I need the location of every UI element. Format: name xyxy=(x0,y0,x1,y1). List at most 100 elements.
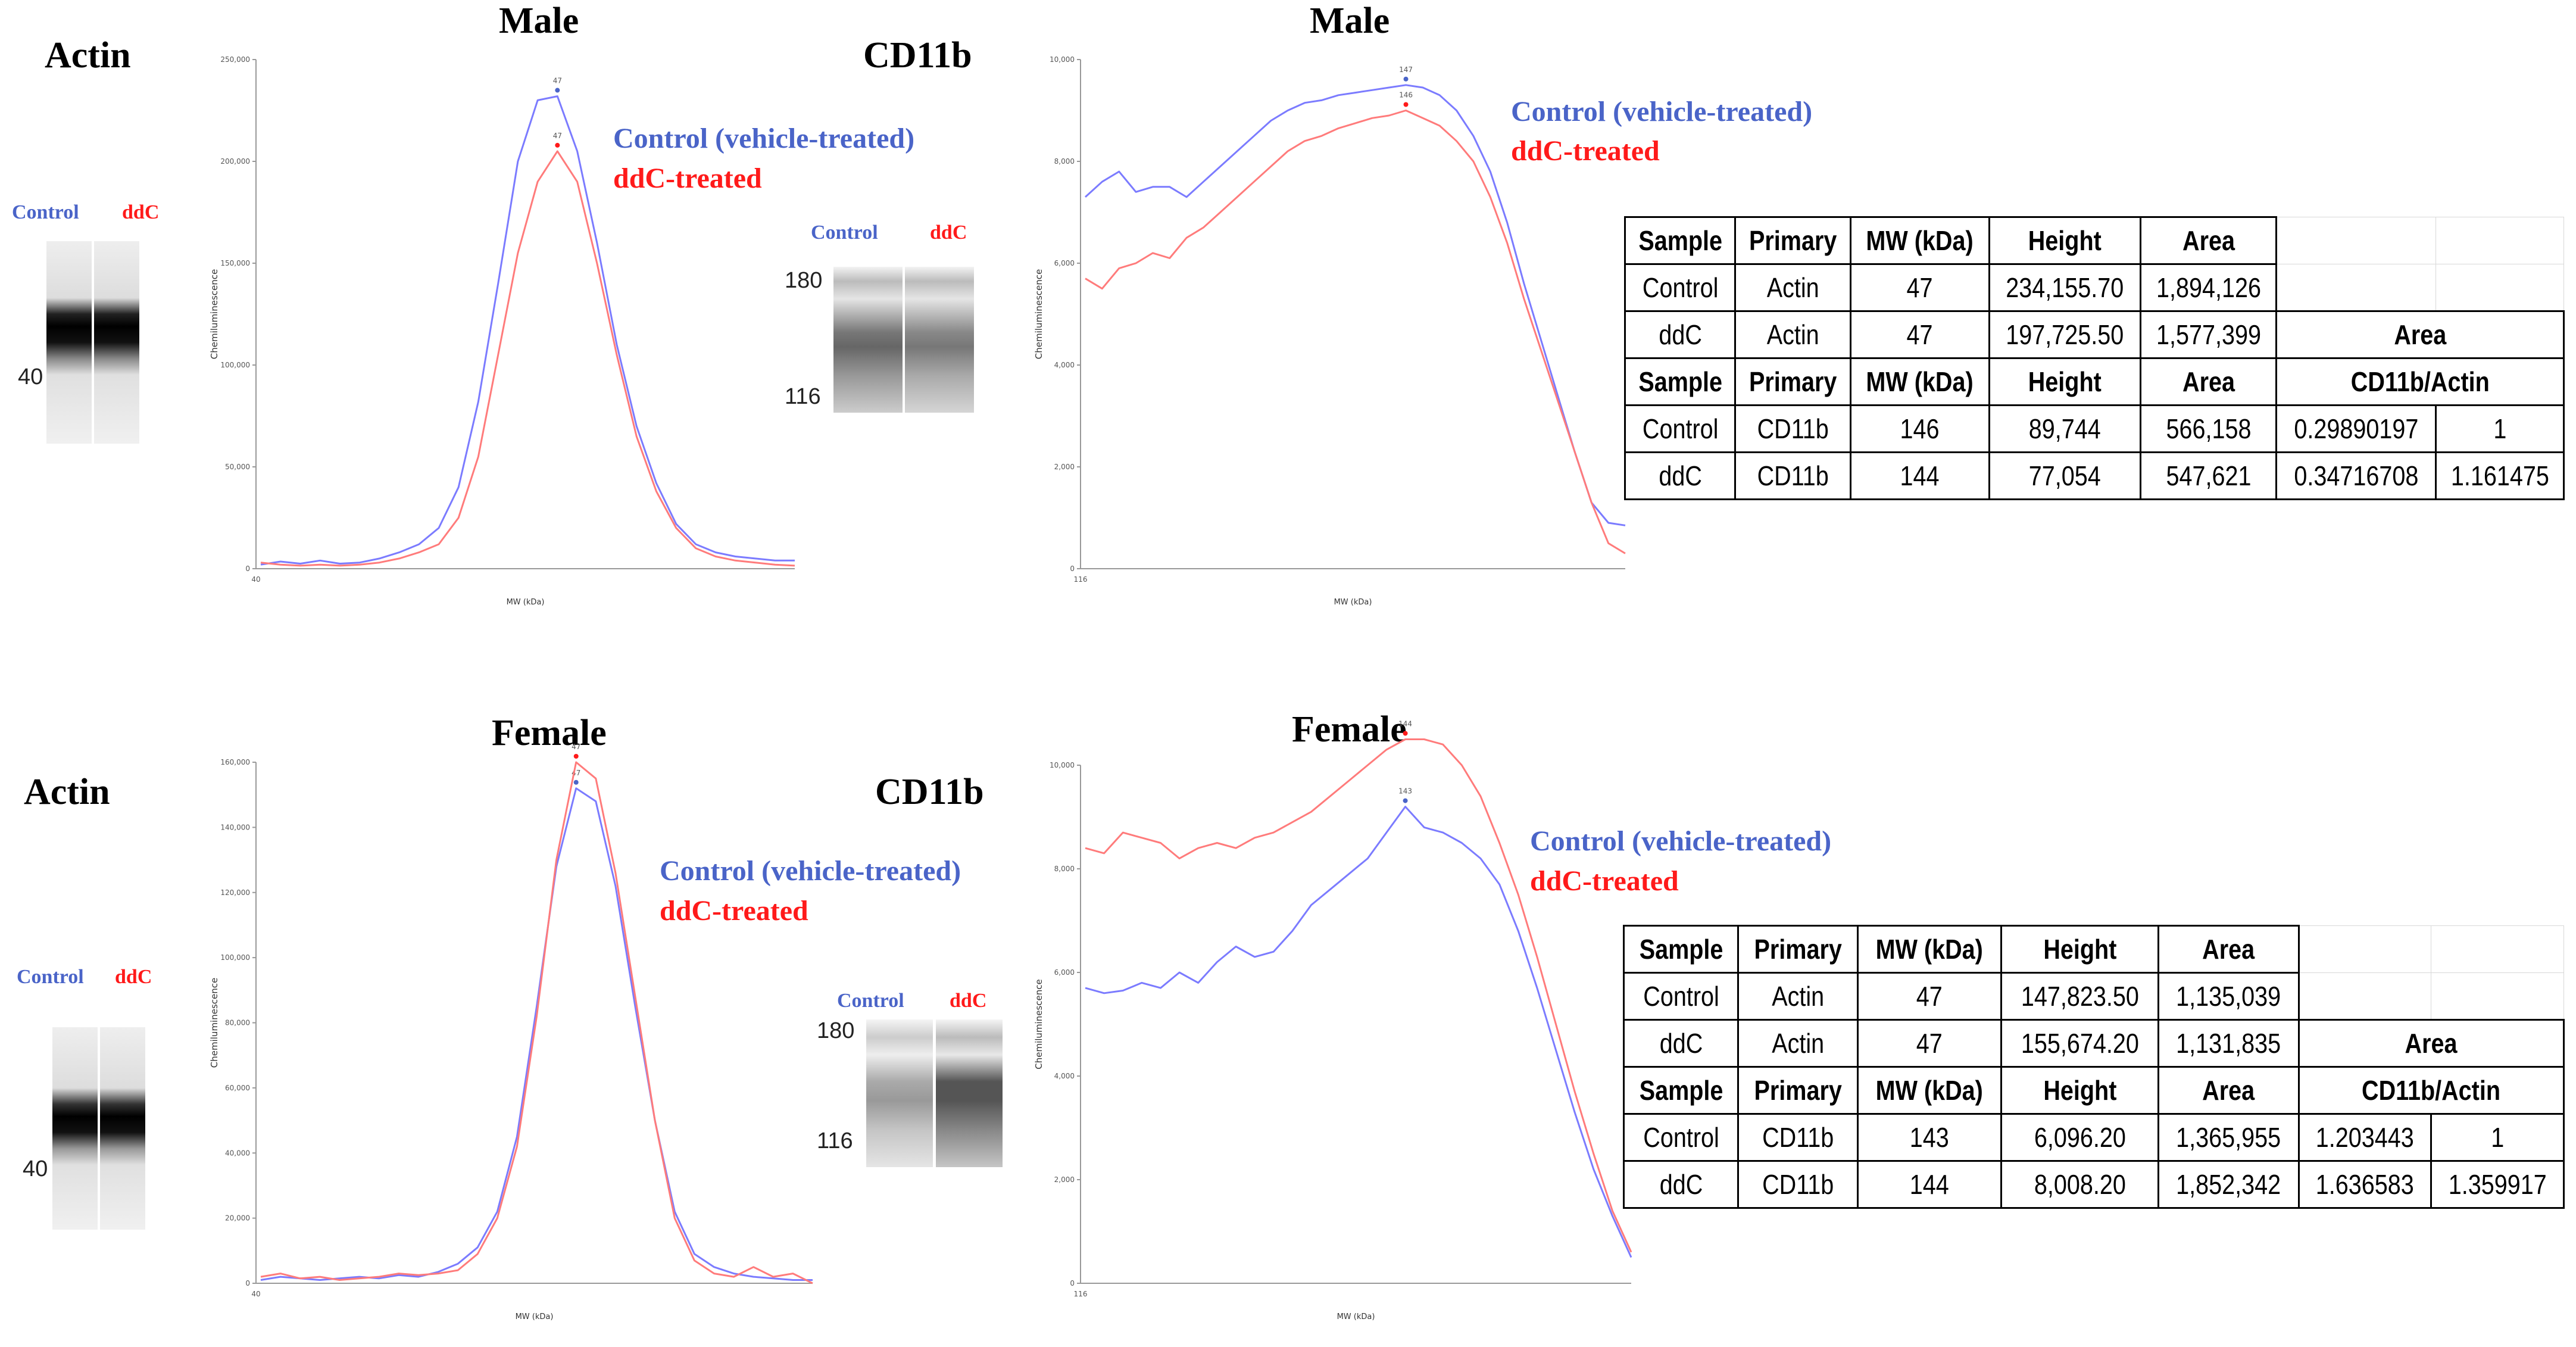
male-cd11b-label: CD11b xyxy=(863,35,972,76)
mw-marker-top: 180 xyxy=(817,1018,855,1043)
header-cell: Sample xyxy=(1631,1066,1731,1115)
cell: ddC xyxy=(1632,310,1729,359)
male-cd11b-chart: 0 2,000 4,000 6,000 8,000 10,000 116 MW (kDa) Ch… xyxy=(1033,55,1626,607)
x-axis-label: MW (kDa) xyxy=(1334,598,1372,607)
empty-cell xyxy=(2444,217,2555,264)
female-actin-blot-ddc-label: ddC xyxy=(115,966,152,988)
y-tick-label: 10,000 xyxy=(1050,761,1075,769)
x-tick-label: 116 xyxy=(1074,575,1088,584)
y-tick-label: 0 xyxy=(1070,1279,1075,1287)
series-line-ddc xyxy=(1085,110,1626,554)
cell: Actin xyxy=(1746,1019,1850,1068)
x-axis-label: MW (kDa) xyxy=(516,1312,554,1321)
blot-lane-ddc xyxy=(94,241,139,444)
table-header-row: Sample Primary MW (kDa) Height Area xyxy=(1625,216,2564,265)
header-cell: MW (kDa) xyxy=(1866,1066,1992,1115)
y-tick-label: 140,000 xyxy=(220,823,250,831)
header-cell: Area xyxy=(2149,357,2268,406)
empty-cell xyxy=(2287,217,2425,264)
cell: 1 xyxy=(2440,1113,2556,1162)
header-cell: Height xyxy=(1999,216,2131,265)
ratio-title-cell: Area xyxy=(2316,1019,2546,1068)
blot-lane-control xyxy=(866,1019,933,1167)
y-axis-label: Chemiluminescence xyxy=(1033,269,1044,359)
header-cell: Sample xyxy=(1632,216,1729,265)
peak-marker xyxy=(555,88,560,93)
y-tick-label: 80,000 xyxy=(225,1019,250,1027)
cell: 1,894,126 xyxy=(2149,263,2268,312)
female-cd11b-blot-control-label: Control xyxy=(837,990,904,1012)
cell: 1,852,342 xyxy=(2167,1160,2290,1209)
cell: Control xyxy=(1632,263,1729,312)
y-tick-label: 120,000 xyxy=(220,888,250,897)
table-row: ddC CD11b 144 8,008.20 1,852,342 1.63658… xyxy=(1624,1160,2564,1209)
table-header-row: Sample Primary MW (kDa) Height Area xyxy=(1624,925,2564,974)
cell: 1,135,039 xyxy=(2167,972,2290,1021)
male-actin-title: Male xyxy=(499,1,579,41)
empty-cell xyxy=(2308,925,2422,973)
cell: 6,096.20 xyxy=(2011,1113,2149,1162)
male-actin-label: Actin xyxy=(45,35,131,76)
series-line-control xyxy=(260,95,795,566)
cell: 146 xyxy=(1859,404,1981,453)
cell: CD11b xyxy=(1746,1160,1850,1209)
cell: ddC xyxy=(1631,1160,1731,1209)
peak-label: 47 xyxy=(572,743,580,751)
table-row: ddC Actin 47 197,725.50 1,577,399 Area xyxy=(1625,310,2564,359)
empty-cell xyxy=(2444,264,2555,311)
mw-marker-bottom: 116 xyxy=(785,384,821,409)
x-axis-label: MW (kDa) xyxy=(1337,1312,1375,1321)
header-cell: Height xyxy=(2011,1066,2149,1115)
header-cell: Primary xyxy=(1746,1066,1850,1115)
y-tick-label: 100,000 xyxy=(220,953,250,962)
y-tick-label: 6,000 xyxy=(1054,968,1075,977)
peak-marker xyxy=(573,779,579,785)
peak-label: 144 xyxy=(1398,720,1412,728)
y-tick-label: 4,000 xyxy=(1054,1072,1075,1080)
peak-label: 146 xyxy=(1399,91,1413,99)
series-line-control xyxy=(260,787,813,1281)
header-cell: Sample xyxy=(1631,925,1731,974)
mw-marker: 40 xyxy=(18,364,43,389)
cell: ddC xyxy=(1631,1019,1731,1068)
female-actin-chart: 0 20,000 40,000 60,000 80,000 100,000 120,000 1… xyxy=(209,743,813,1321)
peak-label: 147 xyxy=(1399,66,1413,74)
cell: 47 xyxy=(1866,1019,1992,1068)
male-cd11b-blot-control-label: Control xyxy=(811,222,878,244)
header-cell: Area xyxy=(2167,1066,2290,1115)
y-tick-label: 6,000 xyxy=(1054,259,1075,267)
mw-marker-top: 180 xyxy=(785,268,823,293)
cell: Actin xyxy=(1743,263,1844,312)
y-tick-label: 8,000 xyxy=(1054,157,1075,166)
empty-cell xyxy=(2440,925,2555,973)
female-actin-legend-treated: ddC-treated xyxy=(660,895,808,927)
male-cd11b-legend-control: Control (vehicle-treated) xyxy=(1511,96,1813,127)
cell: 47 xyxy=(1866,972,1992,1021)
cell: 234,155.70 xyxy=(1999,263,2131,312)
blot-lane-control xyxy=(46,241,92,444)
table-row: Control Actin 47 147,823.50 1,135,039 xyxy=(1624,972,2564,1021)
ratio-title-cell: Area xyxy=(2296,310,2545,359)
cell: Control xyxy=(1632,404,1729,453)
y-tick-label: 10,000 xyxy=(1050,55,1075,64)
y-tick-label: 8,000 xyxy=(1054,865,1075,873)
cell: Actin xyxy=(1743,310,1844,359)
female-actin-blot-control-label: Control xyxy=(17,966,84,988)
header-cell: Area xyxy=(2167,925,2290,974)
male-quant-table: Sample Primary MW (kDa) Height Area Cont… xyxy=(1624,216,2565,500)
header-cell: MW (kDa) xyxy=(1859,216,1981,265)
cell: 1,131,835 xyxy=(2167,1019,2290,1068)
cell: CD11b xyxy=(1746,1113,1850,1162)
male-cd11b-chart-title: Male xyxy=(1310,1,1390,41)
cell: 197,725.50 xyxy=(1999,310,2131,359)
y-tick-label: 250,000 xyxy=(220,55,250,64)
cell: Control xyxy=(1631,972,1731,1021)
peak-marker xyxy=(1403,798,1408,803)
cell: 8,008.20 xyxy=(2011,1160,2149,1209)
male-actin-blot-control-label: Control xyxy=(12,201,79,223)
peak-marker xyxy=(1403,76,1409,82)
header-cell: Primary xyxy=(1743,216,1844,265)
x-tick-label: 40 xyxy=(251,1290,260,1298)
cell: 1.636583 xyxy=(2307,1160,2423,1209)
header-cell: Area xyxy=(2149,216,2268,265)
